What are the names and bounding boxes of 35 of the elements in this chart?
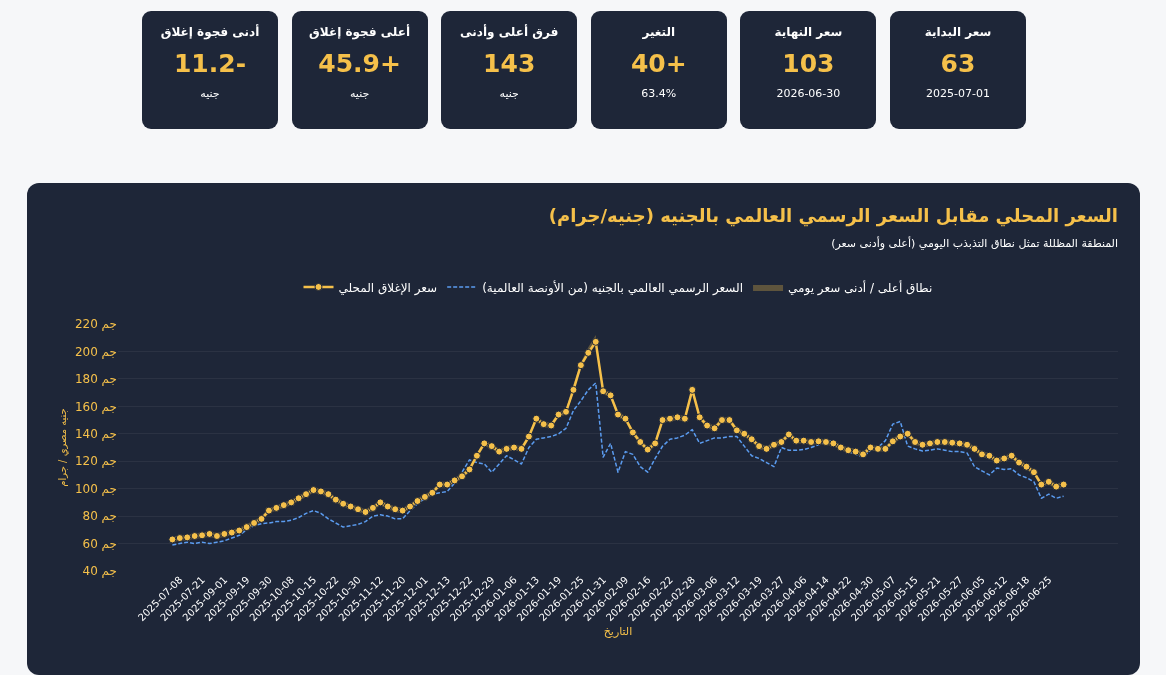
- category-label: أدنى فجوة إغلاق: [159, 25, 261, 42]
- y-tick-label: 80 جم: [82, 509, 117, 524]
- text: جنيه: [348, 87, 371, 100]
- y-tick-label: 220 جم: [74, 317, 117, 332]
- y-tick-label: 120 جم: [74, 454, 117, 469]
- y-axis-title: جنيه مصري / جرام: [56, 408, 69, 487]
- category-label: فرق أعلى وأدنى: [459, 25, 560, 42]
- category-label: التغير: [641, 25, 677, 41]
- text: نطاق أعلى / أدنى سعر يومي: [788, 279, 933, 296]
- category-label: أعلى فجوة إغلاق: [308, 25, 412, 42]
- text: جنيه: [199, 87, 221, 100]
- category-label: سعر البداية: [923, 25, 993, 41]
- text: 103: [782, 49, 835, 78]
- legend-label: سعر الإغلاق المحلي: [338, 280, 438, 296]
- x-axis-title: التاريخ: [603, 625, 633, 639]
- text: -11.2: [173, 49, 247, 78]
- y-tick-label: 100 جم: [74, 481, 117, 496]
- text: 63: [940, 49, 976, 78]
- y-tick-label: 200 جم: [74, 344, 117, 359]
- y-tick-label: 60 جم: [82, 536, 117, 551]
- text: 143: [483, 49, 536, 78]
- text: +45.9: [318, 49, 401, 78]
- text: 2026-06-30: [775, 87, 842, 100]
- text: 63.4%: [640, 87, 678, 100]
- y-tick-label: 40 جم: [82, 564, 117, 579]
- text: +40: [630, 49, 687, 78]
- chart-subtitle: المنطقة المظللة تمثل نطاق التذبذب اليومي (أعلى وأدنى سعر): [831, 237, 1118, 250]
- legend-label: السعر الرسمي العالمي بالجنيه (من الأونصة العالمية): [482, 279, 744, 296]
- y-tick-label: 180 جم: [74, 372, 117, 387]
- y-tick-label: 140 جم: [74, 426, 117, 441]
- category-label: سعر النهاية: [773, 25, 844, 41]
- text: 2025-07-01: [925, 87, 991, 100]
- chart-title: السعر المحلي مقابل السعر الرسمي العالمي بالجنيه (جنيه/جرام): [548, 205, 1118, 226]
- text: جنيه: [498, 87, 520, 100]
- y-tick-label: 160 جم: [74, 399, 117, 414]
